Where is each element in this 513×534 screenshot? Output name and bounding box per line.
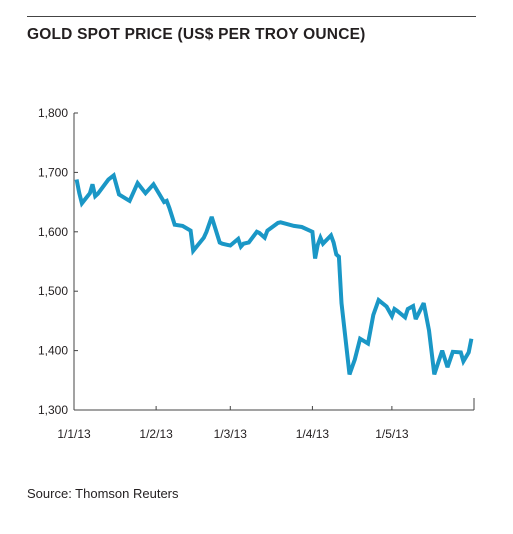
y-tick-label: 1,800 — [38, 106, 68, 120]
y-tick-label: 1,600 — [38, 225, 68, 239]
series-group — [74, 171, 474, 376]
x-tick-label: 1/3/13 — [214, 427, 248, 441]
y-tick-label: 1,700 — [38, 165, 68, 179]
x-tick-label: 1/4/13 — [296, 427, 330, 441]
source-note: Source: Thomson Reuters — [27, 486, 179, 501]
tick-labels: 1,300 1,400 1,500 1,600 1,700 1,800 1/1/13 1/2/… — [38, 106, 409, 441]
x-tick-label: 1/2/13 — [139, 427, 173, 441]
y-tick-label: 1,500 — [38, 284, 68, 298]
top-rule — [27, 16, 476, 17]
chart-title: GOLD SPOT PRICE (US$ PER TROY OUNCE) — [27, 26, 366, 43]
chart-axes — [73, 112, 475, 411]
x-tick-label: 1/1/13 — [57, 427, 91, 441]
y-tick-label: 1,300 — [38, 403, 68, 417]
price-series-line — [74, 171, 474, 376]
x-tick-label: 1/5/13 — [375, 427, 409, 441]
y-tick-label: 1,400 — [38, 344, 68, 358]
